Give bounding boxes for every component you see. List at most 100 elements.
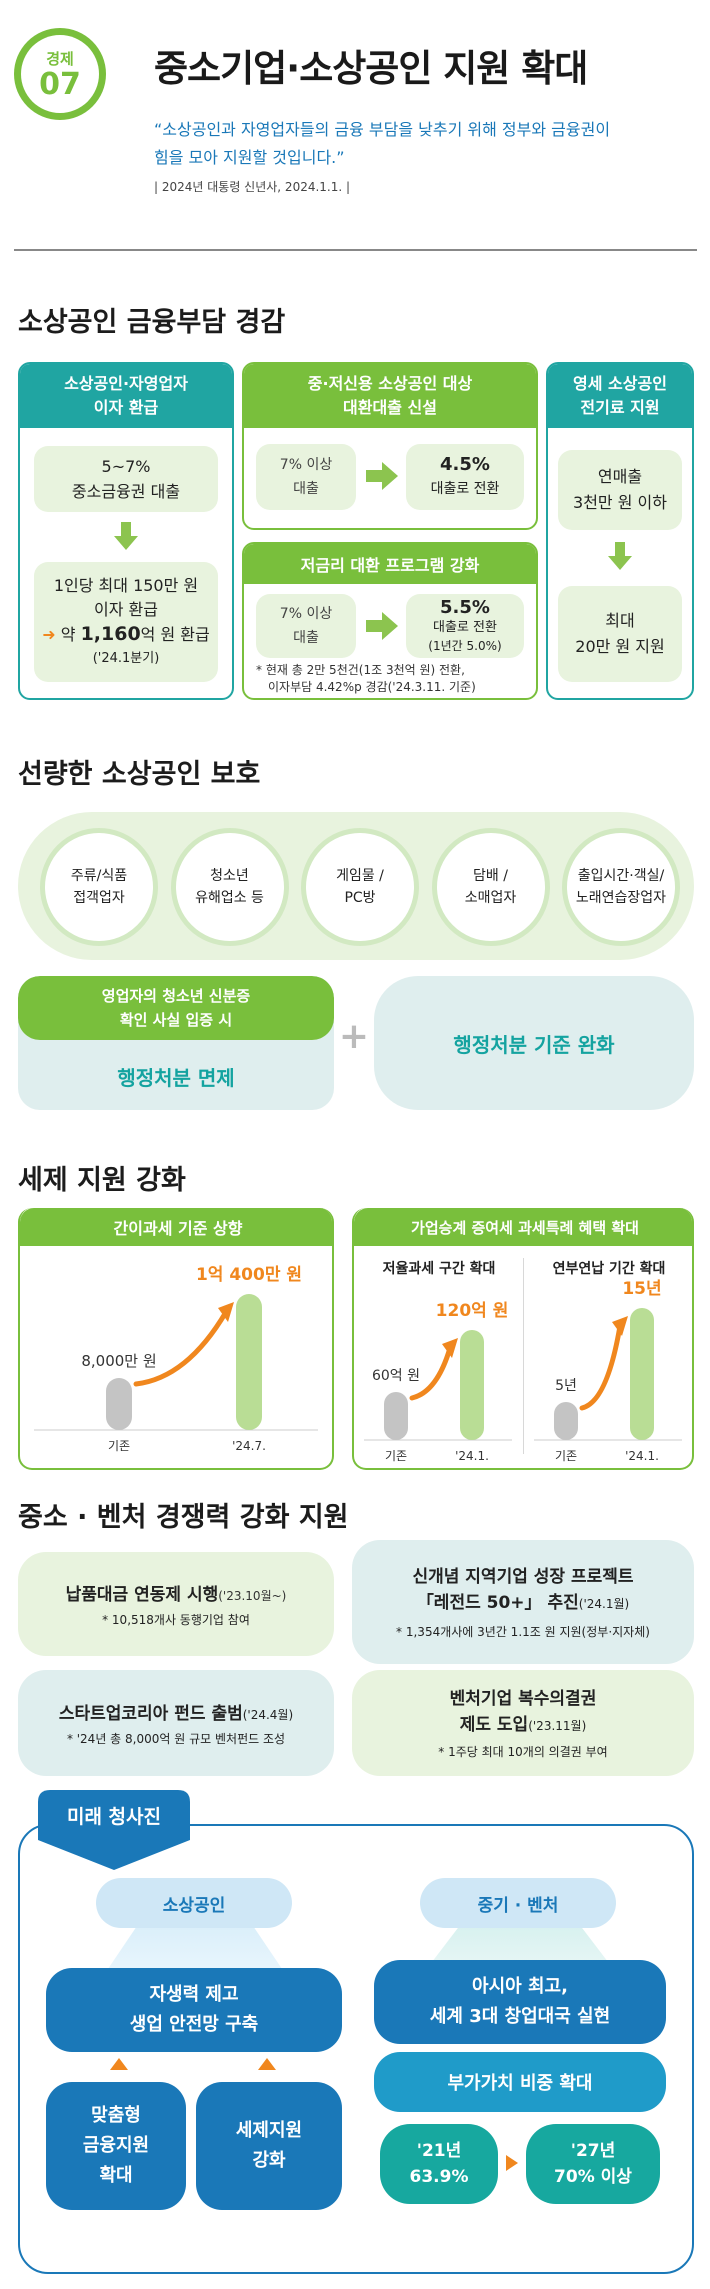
business-type-item: 주류/식품 접객업자 xyxy=(40,828,158,946)
new-rate-note: (1년간 5.0%) xyxy=(428,639,502,653)
arrow-down-icon xyxy=(608,542,632,572)
venture-card-price-indexing: 납품대금 연동제 시행('23.10월~) * 10,518개사 동행기업 참여 xyxy=(18,1552,334,1656)
finance-card-electricity: 영세 소상공인 전기료 지원 연매출 3천만 원 이하 최대 20만 원 지원 xyxy=(546,362,694,700)
badge-category: 경제 xyxy=(46,49,74,68)
venture-card-startup-fund: 스타트업코리아 펀드 출범('24.4월) * '24년 총 8,000억 원 … xyxy=(18,1670,334,1776)
old-rate-label: 대출 xyxy=(293,630,319,646)
business-type-list: 주류/식품 접객업자 청소년 유해업소 등 게임물 / PC방 담배 / 소매업자 출입시간·객… xyxy=(40,826,680,948)
refund-total: ➜ 약 1,160억 원 환급 xyxy=(42,622,210,645)
section-title-finance: 소상공인 금융부담 경감 xyxy=(18,307,286,338)
business-type-line1: 출입시간·객실/ xyxy=(577,868,665,884)
bar-before xyxy=(106,1378,132,1430)
refund-label: 이자 환급 xyxy=(94,599,158,619)
growth-arrow-head xyxy=(218,1302,234,1322)
bar-after xyxy=(236,1294,262,1430)
goal-finance-support: 맞춤형 금융지원 확대 xyxy=(46,2082,186,2210)
subtitle-installment: 연부연납 기간 확대 xyxy=(552,1261,666,1277)
venture-card-legend50: 신개념 지역기업 성장 프로젝트 「레전드 50+」 추진('24.1월) * … xyxy=(352,1540,694,1664)
program-name-line2: 제도 도입 xyxy=(459,1715,529,1735)
exemption-card: 영업자의 청소년 신분증 확인 사실 입증 시 행정처분 면제 xyxy=(18,976,334,1110)
quote-line1: “소상공인과 자영업자들의 금융 부담을 낮추기 위해 정부와 금융권이 xyxy=(154,120,611,139)
venture-card-multiple-voting: 벤처기업 복수의결권 제도 도입('23.11월) * 1주당 최대 10개의 … xyxy=(352,1670,694,1776)
program-name-line1: 벤처기업 복수의결권 xyxy=(449,1689,597,1709)
program-note: * 현재 총 2만 5천건(1조 3천억 원) 전환, 이자부담 4.42%p … xyxy=(256,663,476,694)
program-date: ('23.11월) xyxy=(528,1719,587,1733)
growth-arrow-head xyxy=(612,1316,628,1336)
chart-divider xyxy=(523,1258,524,1454)
finance-card-interest-refund: 소상공인·자영업자 이자 환급 5~7% 중소금융권 대출 1인당 최대 150… xyxy=(18,362,234,700)
business-type-line2: 소매업자 xyxy=(464,890,517,906)
finance-card-refinance: 중·저신용 소상공인 대상 대환대출 신설 7% 이상 대출 4.5% 대출로 … xyxy=(242,362,538,530)
business-type-line2: 접객업자 xyxy=(73,890,125,906)
goal-value-added: 부가가치 비중 확대 xyxy=(374,2052,666,2112)
business-type-line1: 게임물 / xyxy=(336,868,384,884)
business-type-line1: 담배 / xyxy=(473,868,508,884)
tax-card-simplified: 간이과세 기준 상향 8,000만 원 1억 400만 원 기존 '24.7. xyxy=(18,1208,334,1470)
future-panel xyxy=(18,1824,694,2274)
revenue-label: 연매출 xyxy=(597,467,643,486)
support-amount: 20만 원 지원 xyxy=(575,637,665,656)
program-note: * '24년 총 8,000억 원 규모 벤처펀드 조성 xyxy=(66,1732,286,1746)
bar-before xyxy=(384,1392,408,1440)
program-date: ('24.4월) xyxy=(242,1708,294,1722)
refund-max: 1인당 최대 150만 원 xyxy=(53,575,199,595)
program-name-line2: 「레전드 50+」 추진 xyxy=(416,1593,579,1613)
business-type-line2: 유해업소 등 xyxy=(195,890,264,906)
group-head-venture: 중기 · 벤처 xyxy=(420,1878,616,1928)
label-after: 1억 400만 원 xyxy=(196,1265,302,1285)
card-head-line1: 영세 소상공인 xyxy=(573,374,667,393)
growth-arrow xyxy=(409,1345,453,1401)
business-type-item: 게임물 / PC방 xyxy=(301,828,419,946)
business-type-item: 담배 / 소매업자 xyxy=(431,828,550,946)
program-date: ('24.1월) xyxy=(578,1597,630,1611)
relief-card: 행정처분 기준 완화 xyxy=(374,976,694,1110)
new-rate: 4.5% xyxy=(440,454,490,475)
future-title: 미래 청사진 xyxy=(66,1805,161,1828)
program-date: ('23.10월~) xyxy=(218,1589,287,1603)
old-rate: 7% 이상 xyxy=(279,457,333,473)
value-added-2021: '21년 63.9% xyxy=(380,2124,498,2204)
quote-line2: 힘을 모아 지원할 것입니다.” xyxy=(154,148,345,167)
growth-arrow xyxy=(133,1309,229,1387)
low-rate-chart: 60억 원 120억 원기존 '24.1. xyxy=(364,1301,512,1463)
program-name-line1: 신개념 지역기업 성장 프로젝트 xyxy=(412,1567,634,1587)
section-title-venture: 중소 · 벤처 경쟁력 강화 지원 xyxy=(18,1502,349,1533)
subtitle-low-rate: 저율과세 구간 확대 xyxy=(382,1261,496,1277)
new-rate-label: 대출로 전환 xyxy=(433,620,497,635)
group-head-small-business: 소상공인 xyxy=(96,1878,292,1928)
program-name: 스타트업코리아 펀드 출범 xyxy=(58,1704,243,1724)
x-label-before: 기존 xyxy=(555,1449,577,1463)
growth-arrow-head xyxy=(442,1338,458,1358)
bar-after xyxy=(460,1330,484,1440)
value-added-2027: '27년 70% 이상 xyxy=(526,2124,660,2204)
card-head-line1: 소상공인·자영업자 xyxy=(64,374,188,393)
business-type-line1: 청소년 xyxy=(210,868,249,884)
new-rate: 5.5% xyxy=(440,597,490,618)
arrow-right-icon xyxy=(366,462,398,490)
arrow-up-icon xyxy=(258,2058,276,2070)
future-title-banner: 미래 청사진 xyxy=(38,1790,190,1870)
exemption-result: 행정처분 면제 xyxy=(117,1065,235,1090)
goal-self-reliance: 자생력 제고 생업 안전망 구축 xyxy=(46,1968,342,2052)
business-type-line2: 노래연습장업자 xyxy=(575,890,667,906)
x-label-after: '24.1. xyxy=(625,1449,659,1463)
plus-icon: + xyxy=(338,1015,370,1057)
old-rate: 7% 이상 xyxy=(279,606,333,622)
business-type-line2: PC방 xyxy=(344,890,376,906)
business-type-item: 출입시간·객실/노래연습장업자 xyxy=(562,828,680,946)
support-max: 최대 xyxy=(605,611,635,630)
card-head: 저금리 대환 프로그램 강화 xyxy=(300,556,480,575)
quote: “소상공인과 자영업자들의 금융 부담을 낮추기 위해 정부와 금융권이 힘을 … xyxy=(154,116,694,172)
badge-number: 07 xyxy=(39,66,81,102)
loan-type: 중소금융권 대출 xyxy=(71,482,181,501)
exemption-condition-line2: 확인 사실 입증 시 xyxy=(119,1011,233,1029)
x-label-before: 기존 xyxy=(385,1449,407,1463)
goal-startup-nation: 아시아 최고, 세계 3대 창업대국 실현 xyxy=(374,1960,666,2044)
card-head-line2: 대환대출 신설 xyxy=(343,398,437,417)
bar-after xyxy=(630,1308,654,1440)
program-note: * 1,354개사에 3년간 1.1조 원 지원(정부·지자체) xyxy=(396,1625,650,1639)
loan-rate: 5~7% xyxy=(101,457,151,476)
growth-arrow xyxy=(579,1323,623,1411)
